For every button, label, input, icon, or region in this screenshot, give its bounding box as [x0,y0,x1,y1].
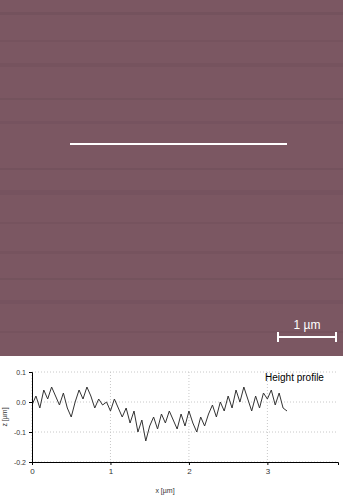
y-tick: -0.2 [14,459,32,466]
afm-texture [0,40,343,42]
scale-bar-end [277,332,279,342]
x-axis-title: x [µm] [155,487,174,495]
figure: 1 µm 0 1 2 3 -0.2 -0.1 0.0 0.1 Height profile x [µ… [0,0,343,500]
x-axis-line [33,463,339,466]
y-tick: 0.0 [16,399,32,406]
x-tick-label: 3 [266,467,271,476]
grid-line [188,372,189,462]
afm-image: 1 µm [0,0,343,356]
grid-line [32,432,338,433]
y-axis-line [29,373,33,463]
profile-line [70,143,287,145]
chart-title: Height profile [265,372,324,383]
x-tick-mark [267,462,268,465]
x-tick: 0 [30,462,35,476]
afm-background [0,0,343,356]
y-tick-mark [29,402,32,403]
x-axis: 0 1 2 3 [30,462,338,476]
y-tick-label: -0.2 [14,459,26,466]
x-tick-mark [110,462,111,465]
x-tick: 1 [109,462,114,476]
x-tick-label: 2 [187,467,192,476]
afm-texture [0,98,343,100]
grid-line [110,372,111,462]
x-tick: 2 [187,462,192,476]
scale-bar-label: 1 µm [294,318,321,332]
x-tick-label: 1 [109,467,114,476]
scale-bar [278,336,336,338]
y-tick-mark [29,372,32,373]
profile-line-series [32,387,287,441]
y-tick-label: 0.1 [16,369,26,376]
afm-texture [0,251,343,254]
y-tick-label: -0.1 [14,429,26,436]
afm-texture [0,331,343,333]
afm-texture [0,63,343,67]
scale-bar-end [335,332,337,342]
afm-texture [0,12,343,15]
grid-line [267,372,268,462]
plot-area [32,387,287,441]
afm-texture [0,222,343,224]
y-tick-label: 0.0 [16,399,26,406]
y-tick: 0.1 [16,369,32,376]
afm-texture [0,278,343,280]
y-tick-mark [29,462,32,463]
afm-texture [0,121,343,124]
grid-line [32,402,338,403]
y-tick: -0.1 [14,429,32,436]
afm-texture [0,168,343,170]
profile-chart: 0 1 2 3 -0.2 -0.1 0.0 0.1 Height profile x [µm] z … [1,369,339,495]
afm-texture [0,300,343,304]
x-tick-mark [189,462,190,465]
y-axis: -0.2 -0.1 0.0 0.1 [14,369,33,466]
x-tick-label: 0 [30,467,35,476]
y-tick-mark [29,432,32,433]
x-tick: 3 [266,462,271,476]
afm-texture [0,190,343,195]
y-axis-title: z [µm] [1,407,9,426]
grid [32,372,338,462]
